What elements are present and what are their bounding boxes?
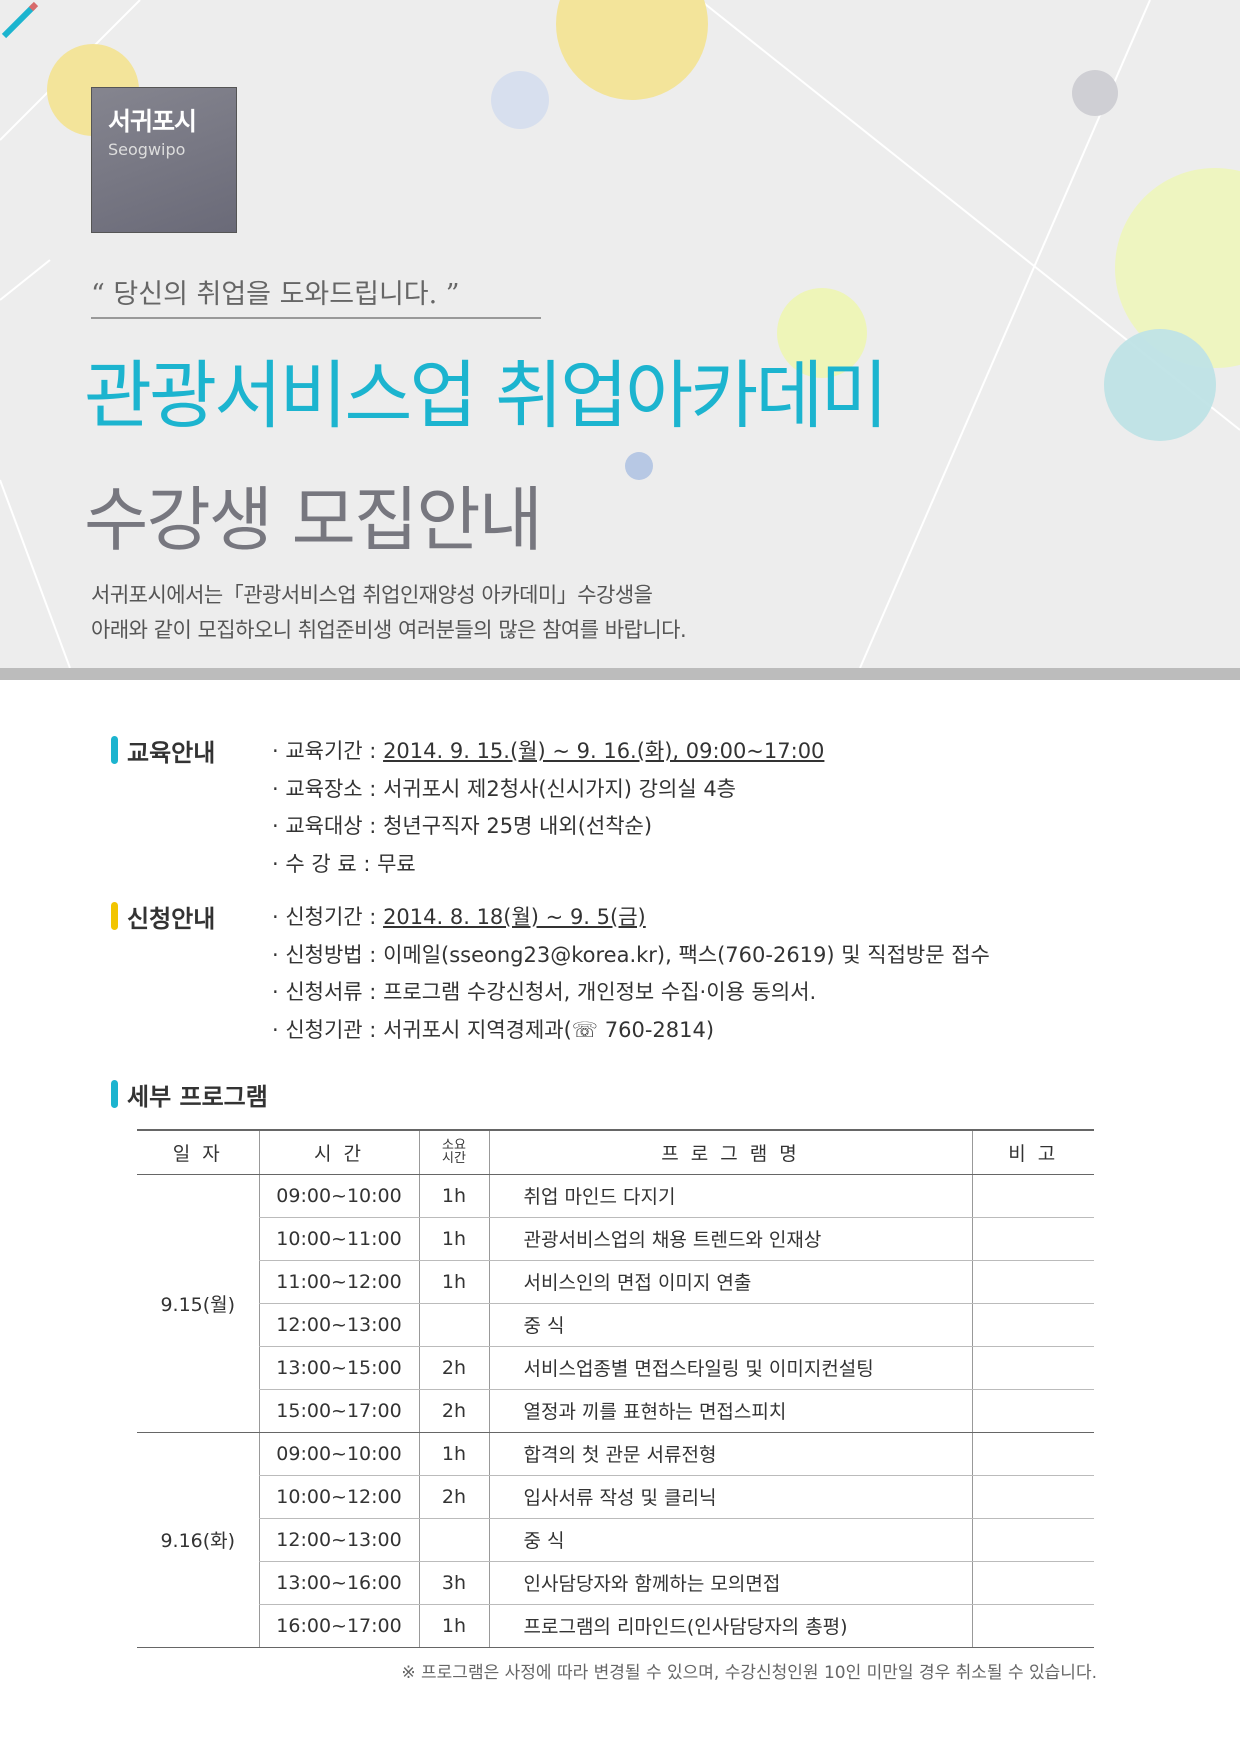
time-cell: 10:00~12:00 bbox=[258, 1475, 419, 1519]
info-item: · 신청기관 : 서귀포시 지역경제과(☏ 760-2814) bbox=[272, 1017, 715, 1042]
divider bbox=[0, 668, 1240, 680]
duration-cell: 1h bbox=[418, 1260, 489, 1304]
time-cell: 09:00~10:00 bbox=[258, 1432, 419, 1476]
remarks-cell bbox=[971, 1346, 1094, 1390]
page-subtitle: 수강생 모집안내 bbox=[84, 479, 543, 561]
remarks-cell bbox=[971, 1389, 1094, 1433]
time-cell: 12:00~13:00 bbox=[258, 1303, 419, 1347]
name-cell: 취업 마인드 다지기 bbox=[488, 1174, 972, 1218]
duration-cell: 2h bbox=[418, 1475, 489, 1519]
info-item: · 수 강 료 : 무료 bbox=[272, 851, 416, 876]
table-row: 10:00~12:00 2h 입사서류 작성 및 클리닉 bbox=[137, 1475, 1094, 1519]
table-row: 13:00~15:00 2h 서비스업종별 면접스타일링 및 이미지컨설팅 bbox=[137, 1346, 1094, 1390]
footnote: ※ 프로그램은 사정에 따라 변경될 수 있으며, 수강신청인원 10인 미만일… bbox=[401, 1663, 1097, 1683]
time-cell: 10:00~11:00 bbox=[258, 1217, 419, 1261]
remarks-cell bbox=[971, 1260, 1094, 1304]
table-row: 9.16(화) 09:00~10:00 1h 합격의 첫 관문 서류전형 bbox=[137, 1432, 1094, 1648]
day-cell: 9.15(월) bbox=[137, 1174, 259, 1433]
table-row: 13:00~16:00 3h 인사담당자와 함께하는 모의면접 bbox=[137, 1561, 1094, 1605]
section-heading-program: 세부 프로그램 bbox=[111, 1077, 268, 1112]
page-title: 관광서비스업 취업아카데미 bbox=[84, 353, 888, 439]
name-cell: 관광서비스업의 채용 트렌드와 인재상 bbox=[488, 1217, 972, 1261]
table-row: 12:00~13:00 중 식 bbox=[137, 1303, 1094, 1347]
name-cell: 서비스업종별 면접스타일링 및 이미지컨설팅 bbox=[488, 1346, 972, 1390]
info-item: · 신청방법 : 이메일(sseong23@korea.kr), 팩스(760-… bbox=[272, 942, 990, 967]
remarks-cell bbox=[971, 1604, 1094, 1648]
remarks-cell bbox=[971, 1174, 1094, 1218]
table-row: 12:00~13:00 중 식 bbox=[137, 1518, 1094, 1562]
duration-cell bbox=[418, 1303, 489, 1347]
intro-text: 서귀포시에서는「관광서비스업 취업인재양성 아카데미」수강생을 아래와 같이 모… bbox=[91, 583, 687, 642]
seogwipo-logo: 서귀포시 Seogwipo bbox=[91, 87, 237, 233]
name-cell: 중 식 bbox=[488, 1303, 972, 1347]
tagline-quote: “ 당신의 취업을 도와드립니다. ” bbox=[91, 272, 541, 319]
time-cell: 16:00~17:00 bbox=[258, 1604, 419, 1648]
name-cell: 입사서류 작성 및 클리닉 bbox=[488, 1475, 972, 1519]
time-cell: 15:00~17:00 bbox=[258, 1389, 419, 1433]
remarks-cell bbox=[971, 1432, 1094, 1476]
duration-cell: 1h bbox=[418, 1432, 489, 1476]
info-item: · 교육장소 : 서귀포시 제2청사(신시가지) 강의실 4층 bbox=[272, 776, 736, 801]
table-row: 11:00~12:00 1h 서비스인의 면접 이미지 연출 bbox=[137, 1260, 1094, 1304]
apply-info-list: · 신청기간 : 2014. 8. 18(월) ~ 9. 5(금) · 신청방법 … bbox=[272, 899, 990, 1049]
day-cell: 9.16(화) bbox=[137, 1432, 259, 1648]
time-cell: 09:00~10:00 bbox=[258, 1174, 419, 1218]
table-row: 15:00~17:00 2h 열정과 끼를 표현하는 면접스피치 bbox=[137, 1389, 1094, 1433]
duration-cell bbox=[418, 1518, 489, 1562]
duration-cell: 3h bbox=[418, 1561, 489, 1605]
name-cell: 프로그램의 리마인드(인사담당자의 총평) bbox=[488, 1604, 972, 1648]
remarks-cell bbox=[971, 1561, 1094, 1605]
name-cell: 서비스인의 면접 이미지 연출 bbox=[488, 1260, 972, 1304]
name-cell: 열정과 끼를 표현하는 면접스피치 bbox=[488, 1389, 972, 1433]
duration-cell: 2h bbox=[418, 1389, 489, 1433]
table-row: 10:00~11:00 1h 관광서비스업의 채용 트렌드와 인재상 bbox=[137, 1217, 1094, 1261]
edu-info-list: · 교육기간 : 2014. 9. 15.(월) ~ 9. 16.(화), 09… bbox=[272, 733, 824, 883]
remarks-cell bbox=[971, 1475, 1094, 1519]
name-cell: 합격의 첫 관문 서류전형 bbox=[488, 1432, 972, 1476]
time-cell: 11:00~12:00 bbox=[258, 1260, 419, 1304]
pencil-icon bbox=[1, 1, 39, 39]
info-item: · 교육대상 : 청년구직자 25명 내외(선착순) bbox=[272, 814, 653, 838]
section-heading-apply: 신청안내 bbox=[111, 899, 215, 934]
time-cell: 13:00~16:00 bbox=[258, 1561, 419, 1605]
name-cell: 중 식 bbox=[488, 1518, 972, 1562]
info-item: · 교육기간 : 2014. 9. 15.(월) ~ 9. 16.(화), 09… bbox=[272, 739, 825, 763]
info-item: · 신청서류 : 프로그램 수강신청서, 개인정보 수집·이용 동의서. bbox=[272, 980, 817, 1004]
duration-cell: 2h bbox=[418, 1346, 489, 1390]
program-table: 일 자 시 간 소요 시간 프 로 그 램 명 비 고 9.15(월) 09:00~… bbox=[137, 1129, 1094, 1648]
remarks-cell bbox=[971, 1217, 1094, 1261]
remarks-cell bbox=[971, 1518, 1094, 1562]
duration-cell: 1h bbox=[418, 1174, 489, 1218]
remarks-cell bbox=[971, 1303, 1094, 1347]
time-cell: 13:00~15:00 bbox=[258, 1346, 419, 1390]
duration-cell: 1h bbox=[418, 1217, 489, 1261]
info-item: · 신청기간 : 2014. 8. 18(월) ~ 9. 5(금) bbox=[272, 905, 646, 929]
header-banner: 서귀포시 Seogwipo “ 당신의 취업을 도와드립니다. ” 관광서비스업… bbox=[0, 0, 1240, 668]
name-cell: 인사담당자와 함께하는 모의면접 bbox=[488, 1561, 972, 1605]
table-row: 9.15(월) 09:00~10:00 1h 취업 마인드 다지기 bbox=[137, 1174, 1094, 1433]
duration-cell: 1h bbox=[418, 1604, 489, 1648]
time-cell: 12:00~13:00 bbox=[258, 1518, 419, 1562]
table-row: 16:00~17:00 1h 프로그램의 리마인드(인사담당자의 총평) bbox=[137, 1604, 1094, 1648]
section-heading-edu: 교육안내 bbox=[111, 733, 215, 768]
